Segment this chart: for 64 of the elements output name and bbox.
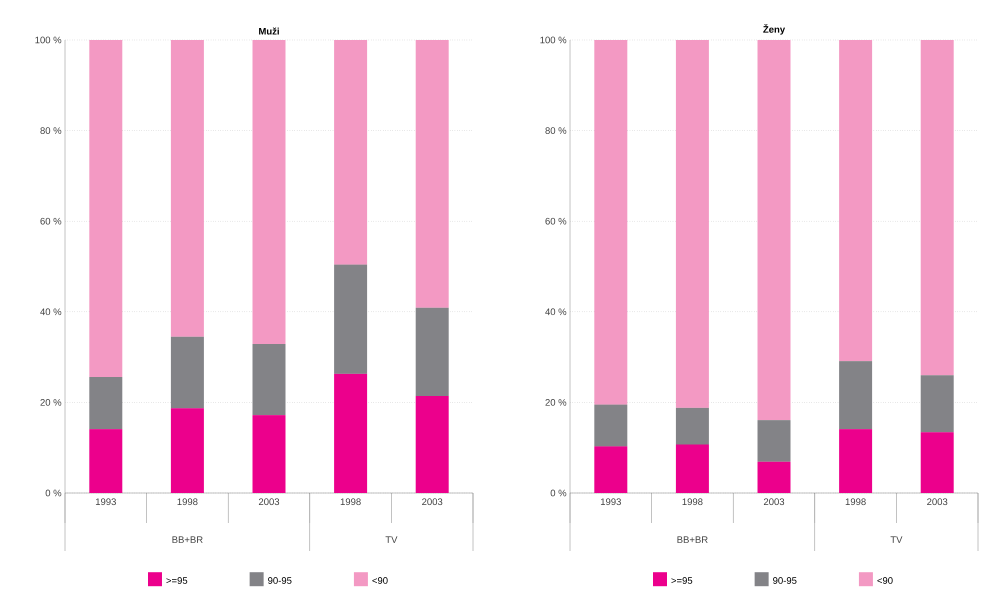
y-tick-label: 100 % [540,36,566,44]
bar [334,40,368,265]
bar [252,344,286,416]
bar [839,361,872,430]
legend-label: >=95 [166,577,188,584]
bar [594,446,628,493]
chart-title: Ženy [763,24,786,35]
bar [676,408,709,445]
y-tick-label: 100 % [35,36,62,44]
y-tick-label: 40 % [40,308,62,316]
y-tick-label: 20 % [40,399,62,406]
legend-label: 90-95 [268,577,292,584]
bar [416,308,449,396]
text: BB+BR [677,536,708,543]
bar [920,375,954,432]
bar [839,40,872,362]
bar [920,40,954,376]
legend-label: 90-95 [773,577,797,584]
x-tick-label: 1993 [600,498,621,506]
bar [89,429,122,493]
bar [676,40,709,408]
y-tick-label: 80 % [40,127,62,134]
text: TV [386,536,398,543]
bar [252,415,286,493]
x-tick-label: 2003 [764,498,784,506]
y-tick-label: 60 % [40,218,62,225]
y-tick-label: 0 % [550,490,566,496]
y-tick-label: 0 % [46,490,62,496]
bar [594,404,628,446]
bar [758,420,791,462]
x-tick-label: 1998 [340,498,361,506]
x-tick-label: 1998 [682,498,703,506]
legend-label: <90 [372,577,388,584]
bar [758,462,791,493]
y-tick-label: 20 % [545,399,566,406]
bar [416,396,449,493]
bar [89,40,122,378]
x-tick-label: 2003 [927,498,948,506]
bar [334,374,368,493]
bar [920,432,954,493]
bar [758,40,791,420]
bar [252,40,286,344]
bar [89,377,122,430]
bar [170,336,204,408]
bar [170,40,204,337]
y-tick-label: 80 % [545,127,566,134]
bar [170,408,204,493]
text: BB+BR [172,536,203,543]
x-tick-label: 1998 [846,498,866,506]
y-tick-label: 60 % [545,218,566,225]
legend-label: >=95 [671,577,692,584]
chart-title: Muži [259,27,279,35]
x-tick-label: 1998 [178,498,198,506]
bar [416,40,449,308]
legend-label: <90 [877,577,893,584]
bar [334,264,368,374]
x-tick-label: 2003 [422,498,442,506]
bar [676,444,709,493]
x-tick-label: 2003 [258,498,280,506]
x-tick-label: 1993 [96,498,116,506]
bar [839,429,872,493]
text: TV [890,536,902,543]
bar [594,40,628,405]
y-tick-label: 40 % [545,308,566,316]
